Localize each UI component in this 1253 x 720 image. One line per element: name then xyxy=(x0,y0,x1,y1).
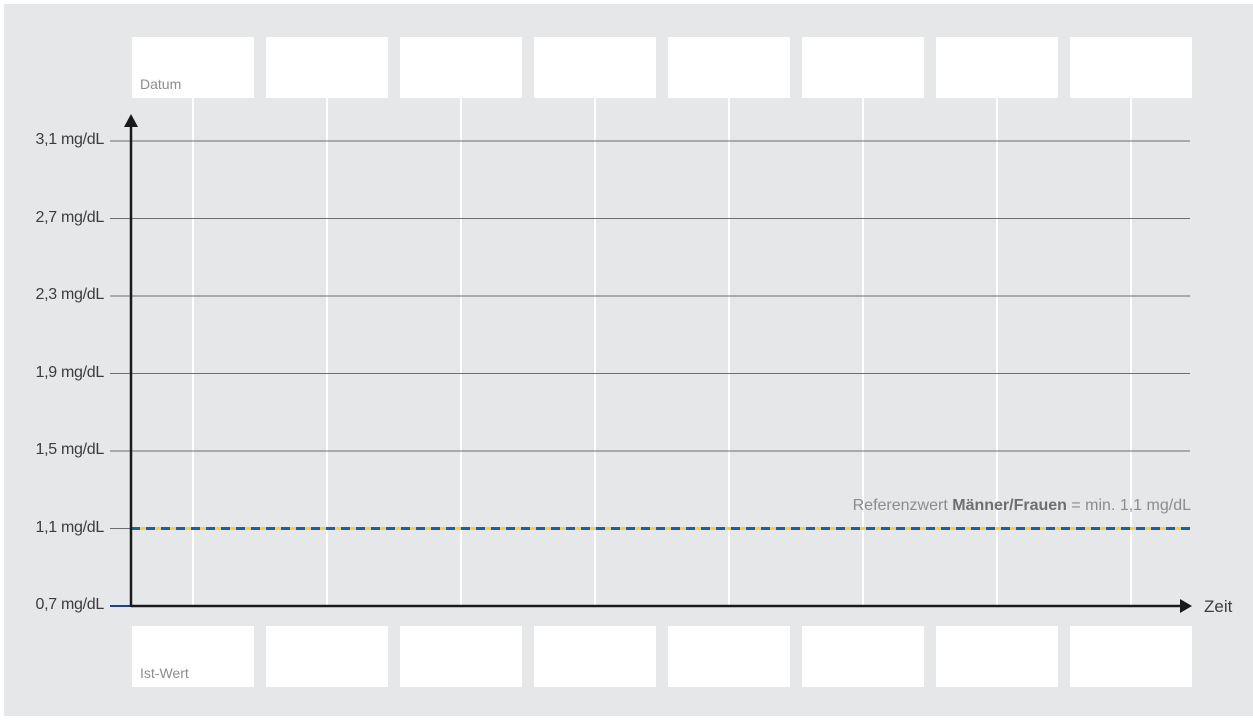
actual-value-row-label: Ist-Wert xyxy=(140,665,189,681)
date-box xyxy=(802,37,924,98)
y-tick-label: 1,5 mg/dL xyxy=(35,441,105,458)
reference-label-prefix: Referenzwert xyxy=(852,497,948,514)
chart-panel xyxy=(4,4,1253,716)
actual-value-box xyxy=(802,626,924,687)
date-box xyxy=(534,37,656,98)
actual-value-box: Ist-Wert xyxy=(132,626,254,687)
date-box xyxy=(1070,37,1192,98)
reference-line-label: Referenzwert Männer/Frauen = min. 1,1 mg… xyxy=(853,497,1191,515)
actual-value-box xyxy=(266,626,388,687)
actual-value-box xyxy=(1070,626,1192,687)
y-tick-label: 2,3 mg/dL xyxy=(35,286,105,303)
date-row-label: Datum xyxy=(140,76,182,92)
y-tick-label: 1,9 mg/dL xyxy=(35,363,105,381)
y-tick-label: 1,1 mg/dL xyxy=(35,518,105,536)
date-box: Datum xyxy=(132,37,254,98)
actual-value-box xyxy=(668,626,790,687)
y-tick-label: 2,7 mg/dL xyxy=(35,208,105,226)
y-tick-label: 0,7 mg/dL xyxy=(35,596,105,613)
x-axis-label: Zeit xyxy=(1204,597,1233,616)
y-axis-arrow xyxy=(124,114,138,127)
date-box xyxy=(668,37,790,98)
actual-value-box xyxy=(534,626,656,687)
reference-label-value: = min. 1,1 mg/dL xyxy=(1071,497,1191,514)
y-tick-label: 3,1 mg/dL xyxy=(35,131,105,148)
actual-value-box xyxy=(936,626,1058,687)
date-box xyxy=(936,37,1058,98)
date-box xyxy=(400,37,522,98)
x-axis-arrow xyxy=(1180,599,1192,613)
reference-label-group: Männer/Frauen xyxy=(952,497,1067,514)
actual-value-box xyxy=(400,626,522,687)
date-box xyxy=(266,37,388,98)
